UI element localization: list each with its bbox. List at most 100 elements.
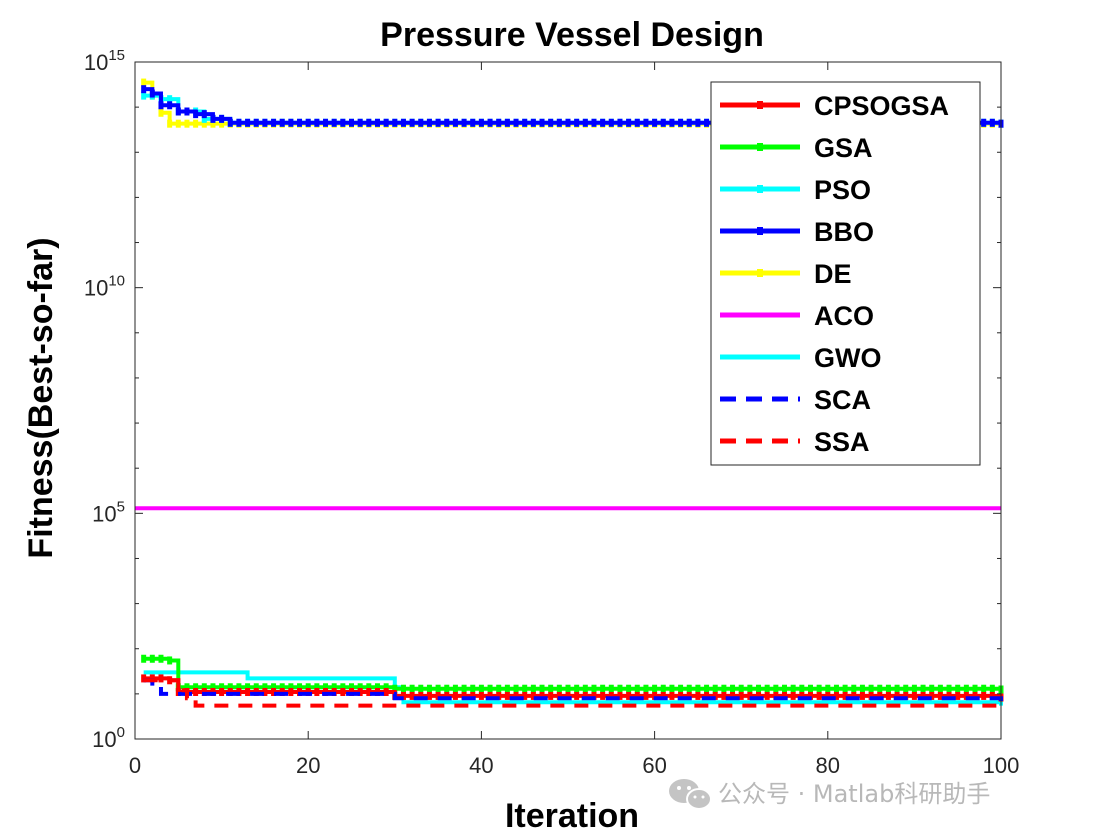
series-marker-cpsogsa — [989, 691, 995, 700]
axes-box — [134, 61, 1002, 740]
series-marker-cpsogsa — [357, 687, 363, 696]
series-marker-gsa — [634, 684, 640, 693]
series-marker-gsa — [184, 683, 190, 692]
series-marker-cpsogsa — [444, 691, 450, 700]
series-marker-gsa — [357, 683, 363, 692]
series-marker-bbo — [219, 114, 225, 123]
series-marker-cpsogsa — [946, 691, 952, 700]
series-marker-gsa — [929, 684, 935, 693]
series-marker-gsa — [704, 684, 710, 693]
series-marker-cpsogsa — [548, 691, 554, 700]
series-marker-bbo — [678, 118, 684, 127]
series-marker-gsa — [323, 683, 329, 692]
series-marker-bbo — [461, 118, 467, 127]
series-marker-gsa — [608, 684, 614, 693]
series-marker-cpsogsa — [678, 691, 684, 700]
series-marker-cpsogsa — [565, 691, 571, 700]
series-marker-gsa — [816, 684, 822, 693]
series-marker-gsa — [790, 684, 796, 693]
series-marker-cpsogsa — [704, 691, 710, 700]
series-marker-gsa — [253, 683, 259, 692]
series-marker-cpsogsa — [193, 687, 199, 696]
series-marker-bbo — [452, 118, 458, 127]
series-marker-cpsogsa — [730, 691, 736, 700]
series-marker-cpsogsa — [626, 691, 632, 700]
series-marker-de — [184, 119, 190, 128]
legend-label-sca: SCA — [814, 385, 871, 415]
series-marker-cpsogsa — [721, 691, 727, 700]
series-marker-bbo — [548, 118, 554, 127]
wechat-icon — [669, 779, 712, 810]
series-marker-bbo — [608, 118, 614, 127]
series-marker-gsa — [738, 684, 744, 693]
series-marker-gsa — [158, 654, 164, 663]
series-marker-bbo — [556, 118, 562, 127]
series-marker-gsa — [210, 683, 216, 692]
series-marker-bbo — [522, 118, 528, 127]
series-marker-cpsogsa — [833, 691, 839, 700]
series-marker-bbo — [530, 118, 536, 127]
series-marker-gsa — [764, 684, 770, 693]
series-marker-cpsogsa — [271, 687, 277, 696]
series-marker-bbo — [158, 101, 164, 110]
series-marker-bbo — [704, 118, 710, 127]
series-marker-cpsogsa — [504, 691, 510, 700]
series-marker-bbo — [444, 118, 450, 127]
series-marker-cpsogsa — [574, 691, 580, 700]
series-marker-gsa — [262, 683, 268, 692]
series-marker-bbo — [487, 118, 493, 127]
series-marker-cpsogsa — [972, 691, 978, 700]
series-marker-bbo — [981, 118, 987, 127]
series-marker-gsa — [972, 684, 978, 693]
x-tick-label: 20 — [296, 753, 320, 778]
series-marker-cpsogsa — [600, 691, 606, 700]
series-marker-cpsogsa — [695, 691, 701, 700]
series-marker-bbo — [323, 118, 329, 127]
series-marker-cpsogsa — [245, 687, 251, 696]
series-marker-cpsogsa — [340, 687, 346, 696]
series-marker-cpsogsa — [522, 691, 528, 700]
series-marker-gsa — [963, 684, 969, 693]
series-marker-gsa — [652, 684, 658, 693]
series-marker-cpsogsa — [418, 691, 424, 700]
series-marker-gsa — [660, 684, 666, 693]
series-marker-gsa — [686, 684, 692, 693]
legend-label-cpsogsa: CPSOGSA — [814, 91, 949, 121]
legend-label-pso: PSO — [814, 175, 871, 205]
series-marker-cpsogsa — [366, 687, 372, 696]
series-marker-cpsogsa — [652, 691, 658, 700]
legend-label-gsa: GSA — [814, 133, 873, 163]
series-marker-bbo — [271, 118, 277, 127]
series-marker-gsa — [885, 684, 891, 693]
series-marker-gsa — [409, 684, 415, 693]
series-marker-gsa — [288, 683, 294, 692]
series-marker-cpsogsa — [158, 674, 164, 683]
series-marker-gsa — [245, 683, 251, 692]
series-marker-bbo — [374, 118, 380, 127]
y-tick-base: 10 — [84, 50, 108, 75]
series-marker-gsa — [859, 684, 865, 693]
series-marker-gsa — [833, 684, 839, 693]
series-marker-bbo — [600, 118, 606, 127]
series-marker-cpsogsa — [617, 691, 623, 700]
series-marker-gsa — [219, 683, 225, 692]
series-marker-bbo — [193, 110, 199, 119]
series-marker-cpsogsa — [435, 691, 441, 700]
series-marker-bbo — [297, 118, 303, 127]
series-marker-bbo — [314, 118, 320, 127]
series-marker-gsa — [937, 684, 943, 693]
x-tick-label: 40 — [469, 753, 493, 778]
y-tick-exponent: 10 — [108, 273, 125, 290]
series-marker-gsa — [400, 684, 406, 693]
series-marker-gsa — [981, 684, 987, 693]
series-marker-bbo — [435, 118, 441, 127]
legend-label-gwo: GWO — [814, 343, 882, 373]
series-marker-bbo — [686, 118, 692, 127]
series-marker-gsa — [799, 684, 805, 693]
legend-label-de: DE — [814, 259, 852, 289]
series-marker-de — [158, 108, 164, 117]
legend-marker-gsa — [757, 143, 763, 151]
series-marker-bbo — [279, 118, 285, 127]
series-marker-bbo — [340, 118, 346, 127]
legend-marker-cpsogsa — [757, 101, 763, 109]
